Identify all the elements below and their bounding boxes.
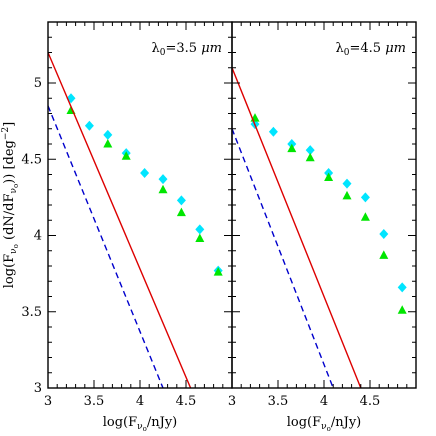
x-tick-label: 3 [228,394,236,409]
triangle-point [287,143,297,153]
x-axis-title-left: log(Fνo/nJy) [103,415,178,433]
x-tick-label: 4 [136,394,144,409]
y-axis-title: log(Fνo (dN/dFνo)) [deg−2] [1,122,20,288]
triangle-point [305,152,315,162]
triangle-point [121,151,131,160]
triangle-point [103,139,113,148]
panel-left-label: λ0=3.5 μm [152,41,222,58]
y-tick-label: 5 [34,76,42,91]
triangle-point [397,305,407,314]
diamond-point [305,145,315,156]
panel-left: 3 3.5 4 4.5 3 3.5 4 4.5 5 λ0=3.5 μm log(Fνo/nJy) [21,21,233,433]
diamond-point [84,120,94,131]
y-tick-label: 3 [34,381,42,396]
triangle-point [213,267,223,276]
x-axis-title-right: log(Fνo/nJy) [287,415,362,433]
diamond-point [360,192,370,203]
y-tick-label: 3.5 [21,305,42,320]
x-tick-label: 3 [44,394,52,409]
plot-frame [231,21,417,389]
panel-right: 3 3.5 4 4.5 λ0=4.5 μm log(Fνo/nJy) [228,21,417,433]
fit-line-solid [232,67,362,388]
diamond-point [140,167,150,178]
y-tick-label: 4 [34,229,42,244]
diamond-point [397,282,407,293]
triangle-point [342,190,352,200]
triangle-point [158,184,168,194]
triangle-point [360,212,370,221]
fit-line-dashed [48,105,164,388]
triangle-point [379,250,389,259]
diamond-point [195,224,205,235]
x-tick-label: 3.5 [84,394,105,409]
triangle-point [324,172,334,182]
diamond-point [379,228,389,239]
x-tick-label: 3.5 [268,394,289,409]
fit-line-dashed [232,128,334,388]
y-tick-label: 4.5 [21,152,42,167]
x-tick-label: 4.5 [360,394,381,409]
diamond-point [158,174,168,185]
diamond-point [268,126,278,137]
diamond-point [342,178,352,189]
x-tick-label: 4 [320,394,328,409]
triangle-point [195,233,205,243]
fit-line-solid [48,52,192,388]
triangle-point [176,207,186,217]
x-tick-label: 4.5 [176,394,197,409]
diamond-point [103,129,113,140]
panel-right-label: λ0=4.5 μm [336,41,406,58]
diamond-point [176,195,186,206]
